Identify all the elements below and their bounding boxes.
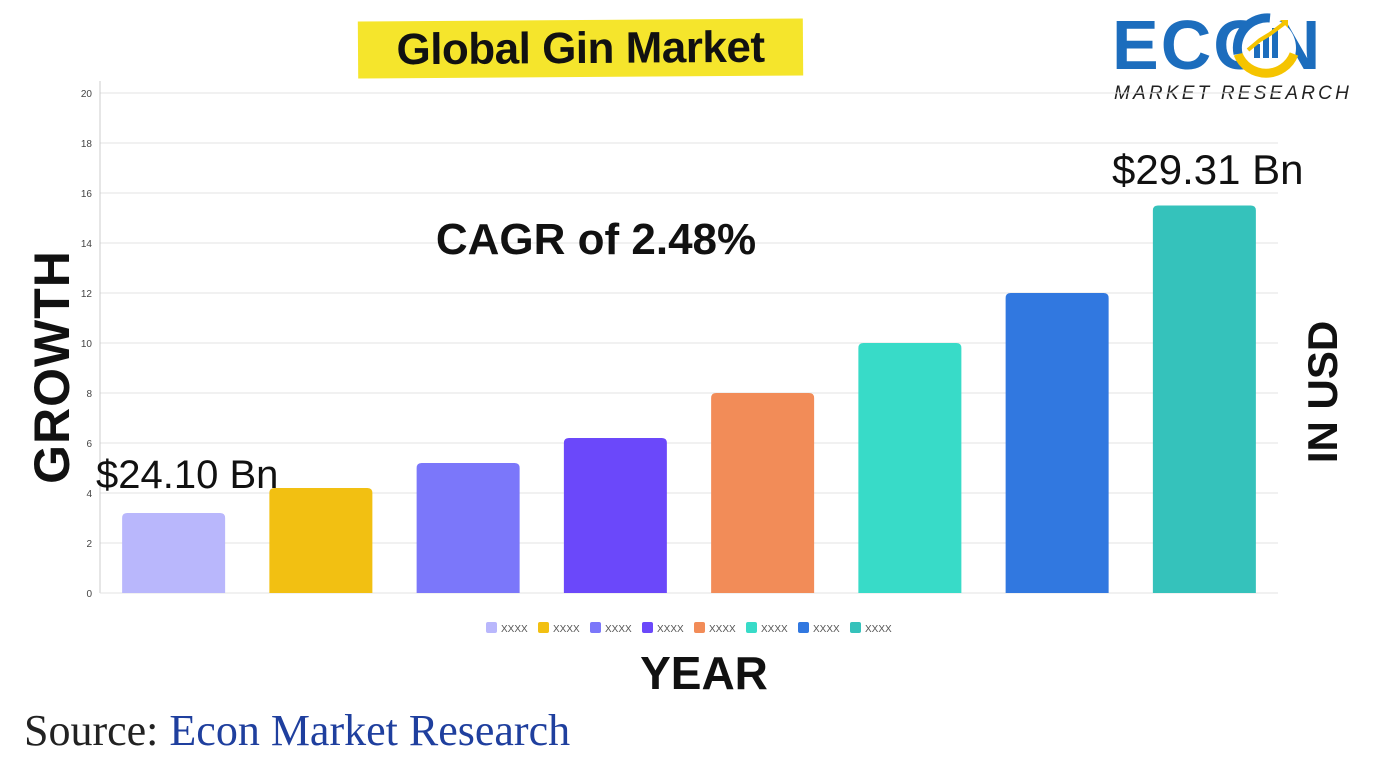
legend-label: XXXX xyxy=(657,624,684,635)
y-tick-label: 16 xyxy=(81,189,93,200)
y-tick-label: 12 xyxy=(81,289,93,300)
source-name: Econ Market Research xyxy=(169,706,571,755)
y-tick-label: 10 xyxy=(81,339,93,350)
y-tick-label: 6 xyxy=(86,439,92,450)
legend-label: XXXX xyxy=(865,624,892,635)
y-tick-label: 14 xyxy=(81,239,93,250)
legend-label: XXXX xyxy=(605,624,632,635)
start-value-annotation: $24.10 Bn xyxy=(96,453,279,497)
legend-label: XXXX xyxy=(761,624,788,635)
legend-swatch xyxy=(798,622,809,633)
y-axis-label: GROWTH xyxy=(24,250,80,484)
bar xyxy=(711,393,815,593)
end-value-annotation: $29.31 Bn xyxy=(1112,146,1304,193)
legend-swatch xyxy=(486,622,497,633)
bar xyxy=(122,513,226,593)
legend-swatch xyxy=(850,622,861,633)
bar-growth-icon xyxy=(1232,13,1299,78)
legend-swatch xyxy=(746,622,757,633)
bar xyxy=(1005,293,1109,593)
bar xyxy=(269,488,373,593)
legend-swatch xyxy=(538,622,549,633)
bar xyxy=(1152,205,1256,593)
legend-swatch xyxy=(642,622,653,633)
unit-label: IN USD xyxy=(1299,320,1346,464)
legend-swatch xyxy=(694,622,705,633)
bar xyxy=(563,438,667,593)
cagr-annotation: CAGR of 2.48% xyxy=(435,215,757,264)
y-tick-label: 20 xyxy=(81,89,93,100)
bar xyxy=(416,463,520,593)
x-axis-label: YEAR xyxy=(640,647,768,699)
legend-label: XXXX xyxy=(553,624,580,635)
source-line: Source: Econ Market Research xyxy=(24,705,784,757)
y-tick-label: 2 xyxy=(86,539,92,550)
y-tick-label: 18 xyxy=(81,139,93,150)
legend-swatch xyxy=(590,622,601,633)
bar xyxy=(858,343,962,593)
source-prefix: Source: xyxy=(24,706,159,755)
y-tick-label: 4 xyxy=(86,489,92,500)
legend-label: XXXX xyxy=(501,624,528,635)
y-tick-label: 8 xyxy=(86,389,92,400)
legend-label: XXXX xyxy=(813,624,840,635)
legend-label: XXXX xyxy=(709,624,736,635)
y-tick-label: 0 xyxy=(86,589,92,600)
